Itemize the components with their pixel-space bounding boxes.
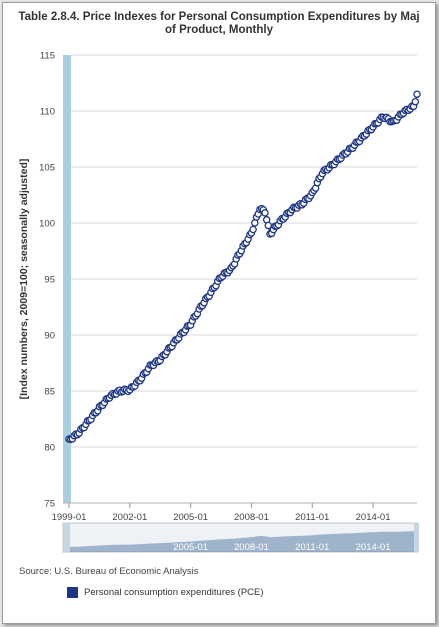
x-tick-label: 2014-01 bbox=[356, 512, 391, 523]
chart-title-line1: Table 2.8.4. Price Indexes for Personal … bbox=[18, 11, 420, 23]
source-note: Source: U.S. Bureau of Economic Analysis bbox=[19, 566, 199, 577]
y-tick-label: 80 bbox=[44, 443, 55, 454]
y-tick-label: 110 bbox=[40, 107, 55, 118]
x-tick-label: 2005-01 bbox=[173, 512, 208, 523]
y-axis-band bbox=[63, 55, 71, 503]
navigator-handle-left bbox=[63, 523, 70, 552]
grid-lines bbox=[71, 54, 417, 504]
data-point bbox=[261, 209, 269, 217]
navigator-tick-label: 2005-01 bbox=[173, 542, 208, 553]
y-tick-label: 90 bbox=[44, 331, 55, 342]
x-tick-label: 2008-01 bbox=[234, 512, 269, 523]
x-tick-label: 2011-01 bbox=[295, 512, 329, 523]
x-axis-ticks: 1999-01 2002-01 2005-01 2008-01 2011-01 2014-… bbox=[52, 503, 391, 523]
x-tick-label: 2002-01 bbox=[112, 512, 147, 523]
data-point bbox=[411, 97, 420, 106]
y-tick-label: 85 bbox=[44, 387, 55, 398]
navigator-tick-label: 2008-01 bbox=[234, 542, 269, 553]
data-point bbox=[251, 219, 259, 227]
navigator-tick-label: 2011-01 bbox=[295, 542, 329, 553]
y-tick-label: 100 bbox=[39, 219, 55, 230]
legend-label: Personal consumption expenditures (PCE) bbox=[84, 587, 264, 598]
data-point bbox=[249, 225, 257, 234]
data-point bbox=[264, 221, 273, 230]
y-axis-ticks: 75 80 85 90 95 100 105 110 115 bbox=[39, 51, 55, 510]
data-point bbox=[413, 90, 421, 98]
y-tick-label: 105 bbox=[39, 163, 55, 174]
y-tick-label: 115 bbox=[40, 51, 55, 62]
navigator-tick-label: 2014-01 bbox=[356, 542, 391, 553]
navigator-handle-right bbox=[414, 523, 419, 552]
range-navigator[interactable]: 2005-01 2008-01 2011-01 2014-01 bbox=[62, 522, 419, 553]
y-axis-label: [Index numbers, 2009=100; seasonally adj… bbox=[18, 159, 30, 400]
legend-swatch bbox=[67, 587, 78, 598]
navigator-area bbox=[69, 530, 417, 552]
legend[interactable]: Personal consumption expenditures (PCE) bbox=[67, 587, 264, 598]
y-tick-label: 95 bbox=[44, 275, 55, 286]
series-points-pce bbox=[65, 90, 421, 444]
x-tick-label: 1999-01 bbox=[52, 512, 87, 523]
y-tick-label: 75 bbox=[44, 499, 55, 510]
chart-title: Table 2.8.4. Price Indexes for Personal … bbox=[3, 3, 435, 37]
chart-title-line2: of Product, Monthly bbox=[165, 24, 273, 36]
